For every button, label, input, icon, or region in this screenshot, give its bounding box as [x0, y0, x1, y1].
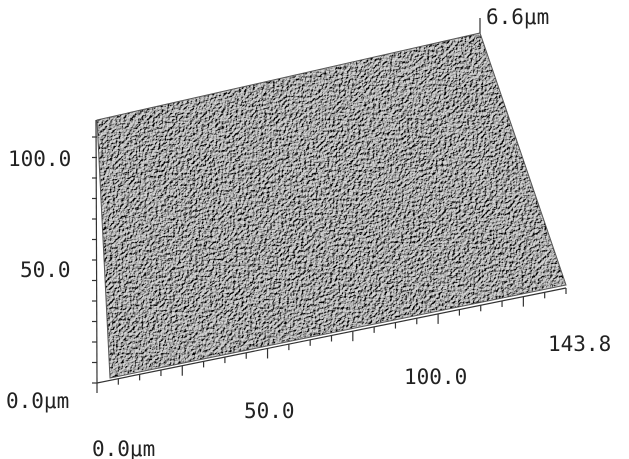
x-label: 143.8 — [548, 332, 611, 356]
x-label: 0.0μm — [92, 437, 155, 459]
surface — [97, 33, 566, 378]
y-label: 0.0μm — [6, 389, 69, 413]
y-axis — [96, 120, 97, 383]
y-label: 50.0 — [20, 258, 71, 282]
y-label: 100.0 — [8, 147, 71, 171]
x-label: 100.0 — [404, 365, 467, 389]
z-max-label: 6.6μm — [486, 5, 549, 29]
afm-image: 6.6μm 100.0 50.0 0.0μm 143.8 100.0 50.0 … — [0, 0, 629, 459]
x-label: 50.0 — [244, 399, 295, 423]
